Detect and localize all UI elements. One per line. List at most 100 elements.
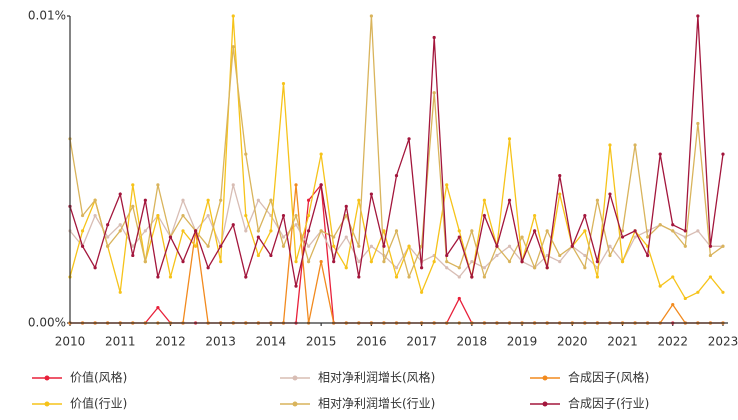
point xyxy=(181,229,185,233)
point xyxy=(595,260,600,264)
point xyxy=(344,213,348,218)
point xyxy=(332,244,336,248)
point xyxy=(231,223,235,227)
x-tick-label: 2013 xyxy=(205,335,236,349)
point xyxy=(558,260,562,264)
point xyxy=(545,266,549,270)
point xyxy=(671,275,675,279)
point xyxy=(106,223,110,227)
point xyxy=(683,296,687,301)
point xyxy=(294,260,298,264)
point xyxy=(721,244,725,248)
point xyxy=(118,223,122,227)
point xyxy=(407,137,411,141)
x-tick-label: 2023 xyxy=(708,335,738,349)
legend-marker xyxy=(542,375,548,381)
point xyxy=(93,198,97,202)
point xyxy=(319,183,323,187)
point xyxy=(294,213,298,218)
point xyxy=(118,290,122,294)
point xyxy=(344,204,348,208)
point xyxy=(432,91,436,95)
legend-item: 合成因子(风格) xyxy=(530,370,649,385)
point xyxy=(633,229,637,233)
point xyxy=(407,244,411,248)
legend-label: 相对净利润增长(风格) xyxy=(318,370,435,385)
point xyxy=(357,275,361,279)
point xyxy=(357,244,361,248)
point xyxy=(131,244,135,248)
point xyxy=(156,213,160,218)
point xyxy=(583,229,587,233)
point xyxy=(382,260,386,264)
series-line xyxy=(69,15,724,287)
point xyxy=(369,192,373,196)
point xyxy=(231,183,235,187)
point xyxy=(93,213,97,218)
x-tick-label: 2014 xyxy=(256,335,287,349)
point xyxy=(306,229,311,233)
point xyxy=(181,198,185,202)
x-tick-label: 2016 xyxy=(356,335,387,349)
x-tick-label: 2012 xyxy=(155,335,186,349)
point xyxy=(394,174,399,178)
point xyxy=(545,229,549,233)
legend-item: 合成因子(行业) xyxy=(530,396,649,411)
point xyxy=(344,266,348,270)
point xyxy=(495,253,499,258)
point xyxy=(620,260,625,264)
point xyxy=(80,229,85,233)
point xyxy=(306,260,311,264)
point xyxy=(206,244,210,248)
point xyxy=(646,235,650,239)
x-tick-label: 2021 xyxy=(607,335,638,349)
point xyxy=(143,198,147,202)
point xyxy=(131,183,135,187)
point xyxy=(306,213,311,218)
point xyxy=(470,260,474,264)
point xyxy=(168,235,173,239)
x-tick-label: 2020 xyxy=(557,335,588,349)
point xyxy=(269,229,273,233)
point xyxy=(156,306,160,310)
point xyxy=(156,183,160,187)
point xyxy=(294,223,298,227)
point xyxy=(620,229,625,233)
point xyxy=(520,260,524,264)
point xyxy=(344,235,348,239)
point xyxy=(633,143,637,147)
point xyxy=(721,152,725,156)
point xyxy=(306,244,311,248)
x-tick-label: 2019 xyxy=(507,335,538,349)
point xyxy=(482,275,486,279)
legend-label: 价值(行业) xyxy=(70,396,127,411)
point xyxy=(482,266,486,270)
point xyxy=(281,235,286,239)
x-tick-label: 2010 xyxy=(55,335,86,349)
point xyxy=(143,229,147,233)
point xyxy=(219,198,223,202)
point xyxy=(633,235,637,239)
point xyxy=(369,244,373,248)
point xyxy=(608,192,612,196)
point xyxy=(520,235,524,239)
point xyxy=(432,260,436,264)
point xyxy=(244,229,248,233)
point xyxy=(80,244,85,248)
point xyxy=(495,244,499,248)
point xyxy=(658,223,662,227)
point xyxy=(583,266,587,270)
legend-label: 相对净利润增长(行业) xyxy=(318,397,435,411)
y-tick-label: 0.01% xyxy=(28,9,66,23)
point xyxy=(708,244,713,248)
legend-item: 价值(行业) xyxy=(32,396,127,411)
point xyxy=(80,213,85,218)
y-tick-label: 0.00% xyxy=(28,316,66,330)
point xyxy=(533,266,537,270)
point xyxy=(193,229,198,233)
legend-label: 合成因子(风格) xyxy=(568,370,649,385)
legend-marker xyxy=(44,375,50,381)
legend-item: 价值(风格) xyxy=(32,370,127,385)
point xyxy=(168,275,173,279)
point xyxy=(256,253,260,258)
